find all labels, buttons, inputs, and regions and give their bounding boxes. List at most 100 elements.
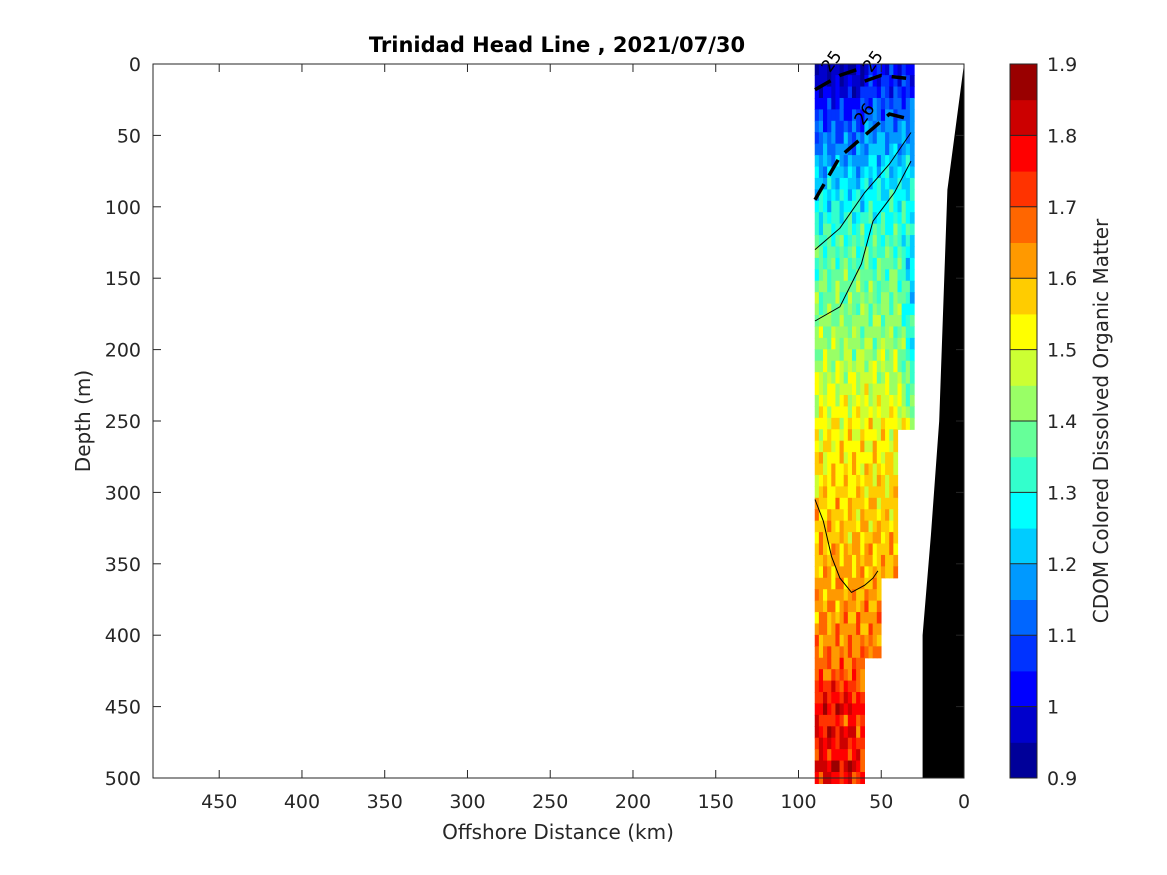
section-cell (835, 246, 841, 259)
section-cell (827, 394, 832, 408)
section-cell (868, 303, 874, 316)
section-cell (835, 520, 841, 533)
section-cell (847, 326, 853, 339)
contour-line (814, 160, 912, 322)
section-cell (856, 452, 861, 465)
section-cell (893, 189, 899, 202)
section-cell (823, 554, 828, 567)
section-cell (827, 726, 832, 739)
section-cell (818, 714, 824, 727)
section-cell (880, 532, 886, 545)
section-cell (814, 155, 820, 168)
section-cell (835, 692, 841, 705)
section-cell (814, 303, 820, 316)
section-cell (860, 177, 865, 190)
section-cell (872, 634, 878, 647)
section-cell (868, 566, 874, 579)
section-cell (835, 474, 841, 487)
section-cell (864, 349, 870, 362)
section-cell (827, 257, 832, 270)
section-cell (897, 246, 903, 259)
section-cell (876, 360, 882, 373)
section-cell (868, 326, 874, 339)
section-cell (851, 612, 857, 625)
colorbar-band (1010, 563, 1037, 600)
section-cell (880, 120, 886, 133)
section-cell (901, 177, 907, 190)
section-cell (823, 669, 828, 682)
section-cell (901, 372, 907, 385)
section-cell (843, 680, 849, 693)
section-cell (839, 543, 845, 556)
section-cell (823, 749, 828, 762)
section-cell (814, 532, 820, 545)
section-cell (843, 657, 849, 670)
section-cell (860, 63, 865, 76)
section-cell (860, 554, 865, 567)
section-cell (868, 452, 874, 465)
section-cell (856, 520, 861, 533)
section-cell (827, 623, 832, 636)
section-cell (872, 349, 878, 362)
section-cell (860, 417, 865, 430)
section-cell (827, 589, 832, 602)
section-cell (905, 166, 911, 179)
section-cell (851, 132, 857, 145)
section-cell (851, 669, 857, 682)
section-cell (893, 200, 899, 213)
section-cell (856, 566, 861, 579)
section-cell (843, 155, 849, 168)
section-cell (847, 200, 853, 213)
section-cell (860, 429, 865, 442)
section-cell (847, 120, 853, 133)
section-cell (905, 372, 911, 385)
section-cell (823, 280, 828, 293)
section-cell (818, 132, 824, 145)
section-cell (851, 212, 857, 225)
section-cell (856, 429, 861, 442)
section-cell (839, 634, 845, 647)
section-cell (835, 303, 841, 316)
section-cell (851, 634, 857, 647)
section-cell (831, 577, 837, 590)
section-cell (831, 474, 837, 487)
colorbar (1010, 64, 1037, 779)
section-cell (856, 749, 861, 762)
section-cell (835, 200, 841, 213)
section-cell (827, 223, 832, 236)
section-cell (827, 280, 832, 293)
section-cell (818, 326, 824, 339)
section-cell (851, 166, 857, 179)
section-cell (860, 497, 865, 510)
section-cell (843, 212, 849, 225)
section-cell (860, 200, 865, 213)
section-cell (909, 269, 915, 282)
section-cell (860, 394, 865, 408)
section-cell (818, 600, 824, 613)
section-cell (823, 520, 828, 533)
section-cell (868, 486, 874, 499)
section-cell (864, 315, 870, 328)
section-cell (897, 394, 903, 408)
section-cell (880, 155, 886, 168)
section-cell (868, 634, 874, 647)
section-cell (843, 486, 849, 499)
section-cell (847, 680, 853, 693)
section-cell (864, 257, 870, 270)
section-cell (823, 315, 828, 328)
colorbar-ticks: 0.9 1 1.1 1.2 1.3 1.4 1.5 1.6 1.7 1.8 1.9 (1010, 54, 1077, 790)
section-cell (843, 337, 849, 350)
section-cell (818, 280, 824, 293)
section-cell (818, 657, 824, 670)
section-cell (864, 520, 870, 533)
section-cell (835, 109, 841, 122)
section-cell (909, 315, 915, 328)
section-cell (876, 417, 882, 430)
section-cell (876, 143, 882, 156)
section-cell (872, 246, 878, 259)
section-cell (885, 212, 890, 225)
section-cell (823, 223, 828, 236)
section-cell (839, 257, 845, 270)
section-cell (856, 223, 861, 236)
section-cell (905, 109, 911, 122)
